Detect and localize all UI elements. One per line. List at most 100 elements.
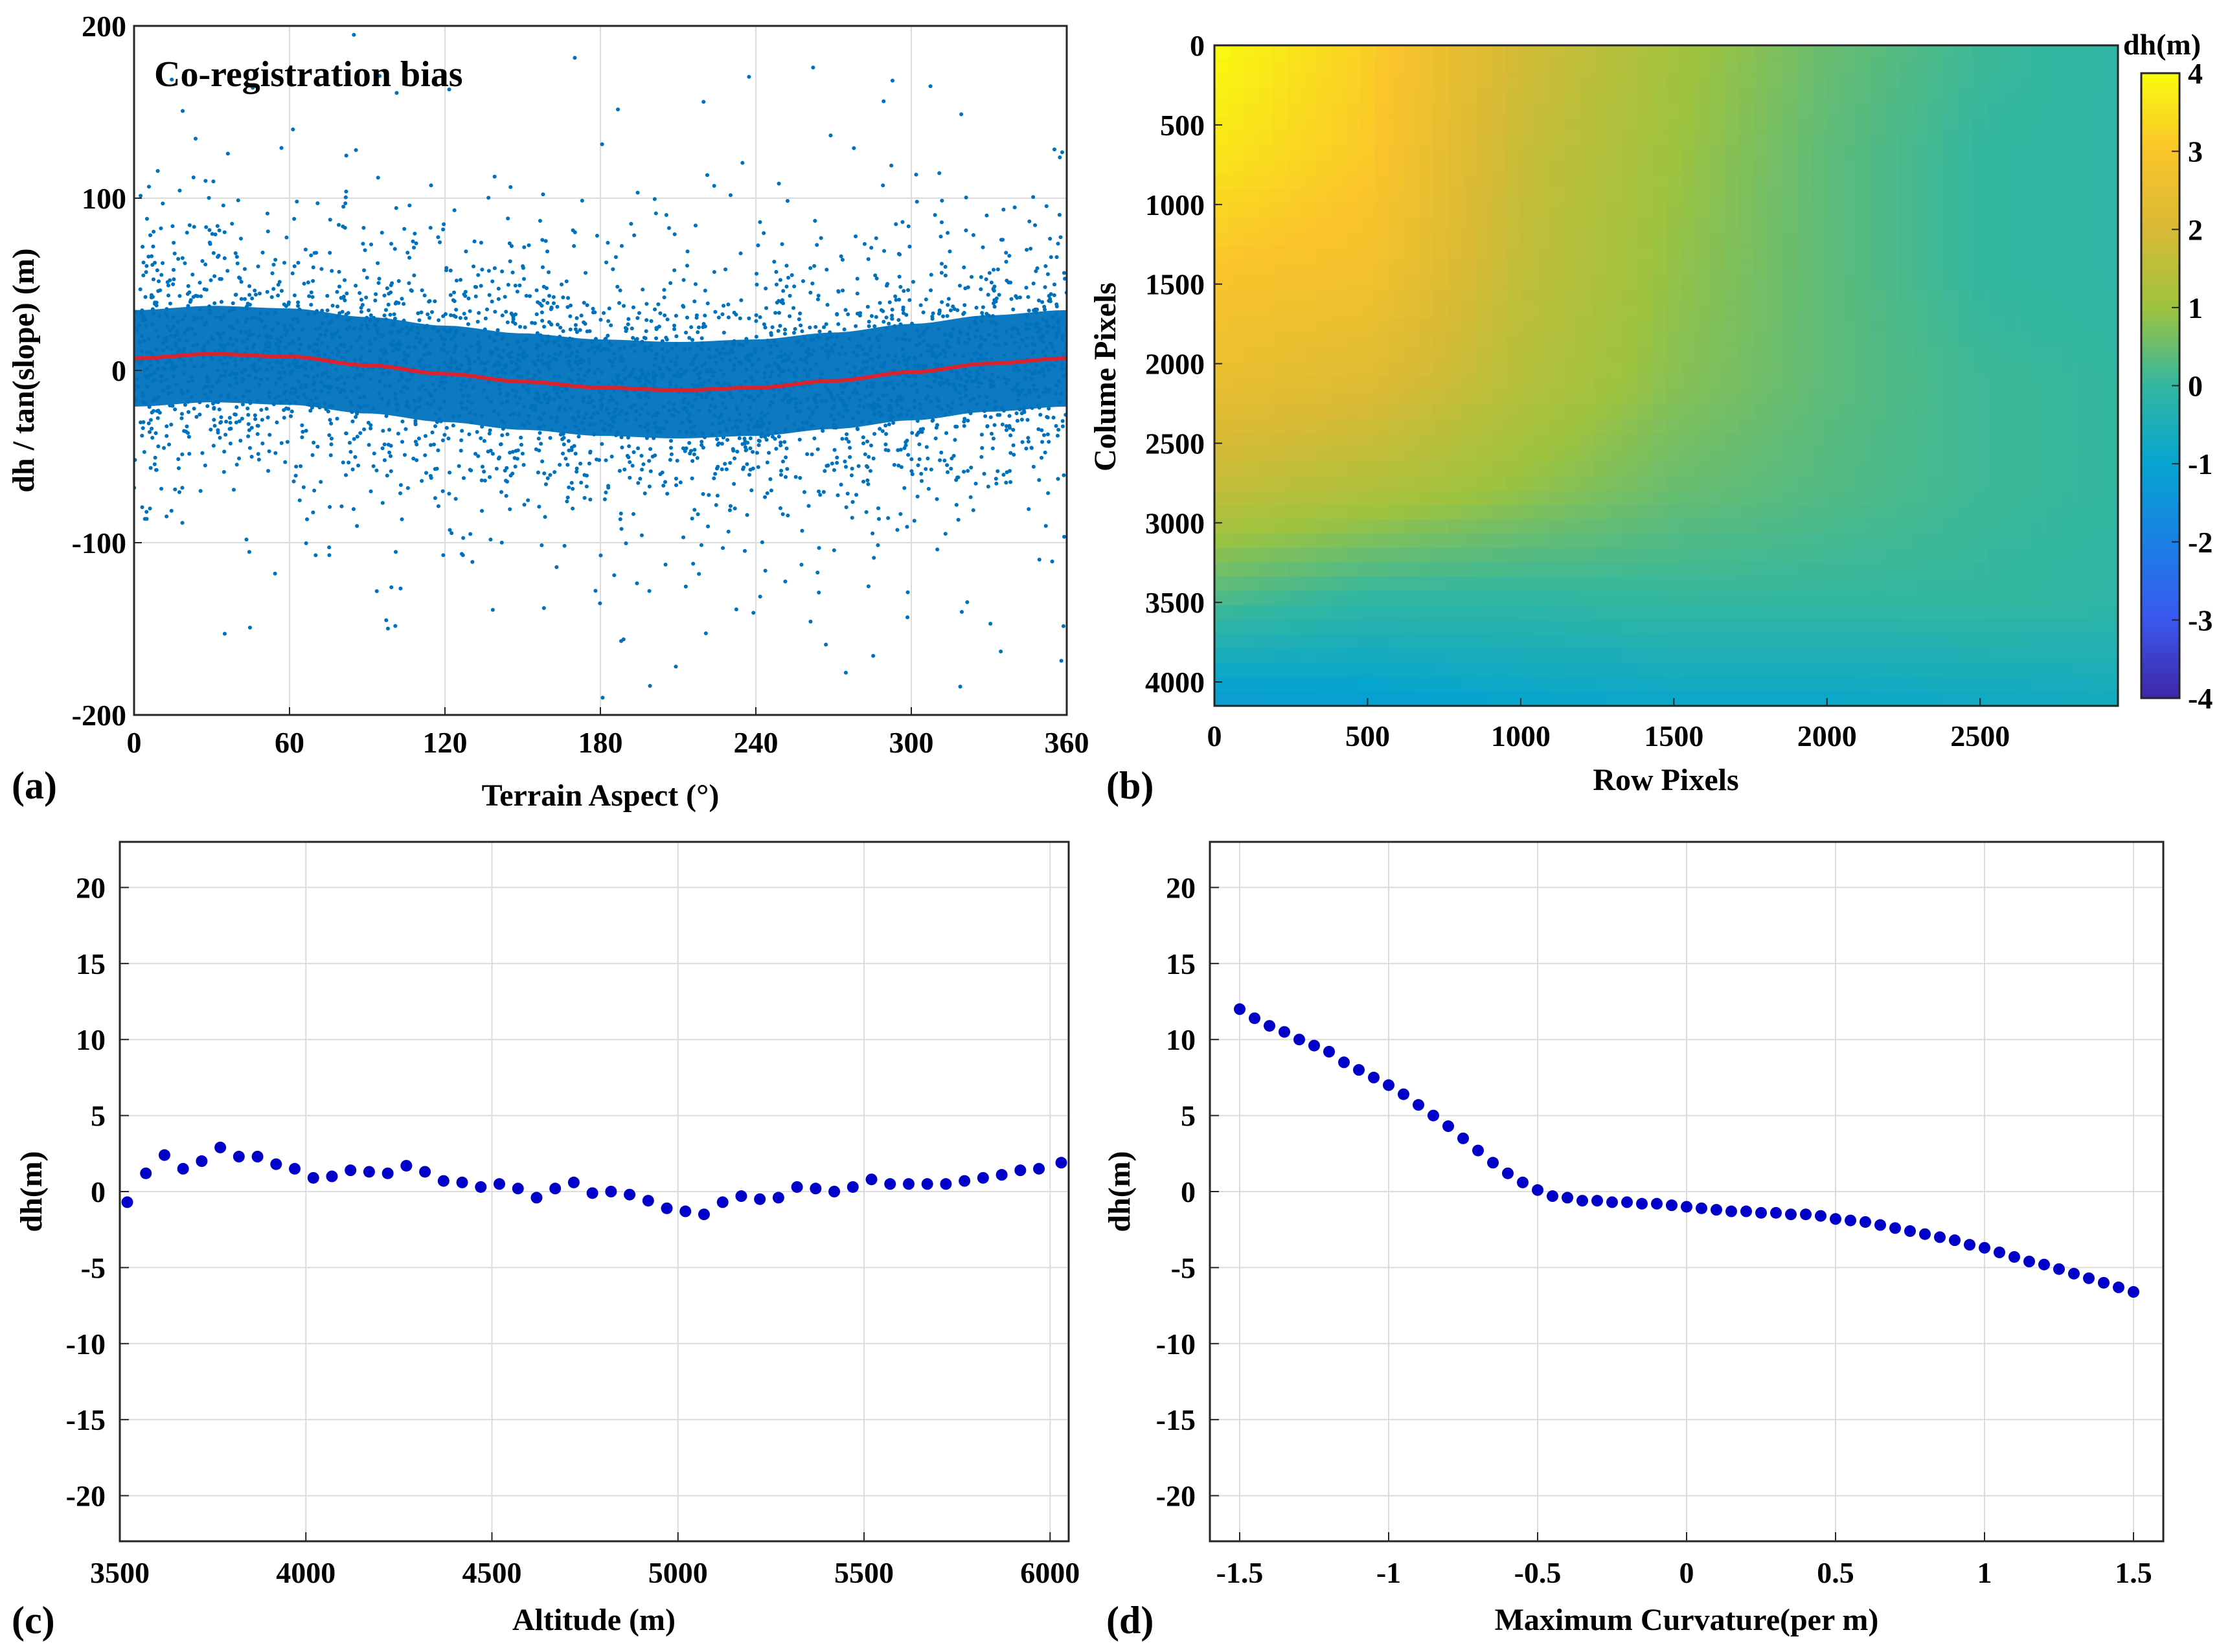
panel-b-heatmap-cell xyxy=(1841,519,1856,534)
panel-b-heatmap-cell xyxy=(1724,490,1740,506)
panel-b-heatmap-cell xyxy=(1608,146,1623,161)
panel-b-heatmap-cell xyxy=(1360,117,1376,132)
panel-b-heatmap-cell xyxy=(1520,218,1536,233)
panel-b-heatmap-cell xyxy=(1433,88,1448,104)
panel-b-heatmap-cell xyxy=(1331,490,1347,506)
panel-b-heatmap-cell xyxy=(1418,548,1434,563)
panel-b-heatmap-cell xyxy=(1666,462,1681,477)
panel-b-heatmap-cell xyxy=(1258,131,1273,147)
panel-b-heatmap-cell xyxy=(1812,304,1827,319)
panel-c-data-point xyxy=(921,1178,933,1190)
panel-b-heatmap-cell xyxy=(2001,404,2017,420)
panel-b-heatmap-cell xyxy=(1797,260,1813,276)
panel-b-heatmap-cell xyxy=(1564,576,1580,592)
panel-b-heatmap-cell xyxy=(1462,131,1477,147)
panel-b-heatmap-cell xyxy=(2001,634,2017,650)
panel-b-heatmap-cell xyxy=(1637,562,1652,578)
panel-b-heatmap-cell xyxy=(1273,519,1288,534)
panel-b-heatmap-cell xyxy=(1812,462,1827,477)
panel-b-heatmap-cell xyxy=(1258,74,1273,89)
panel-b-heatmap-cell xyxy=(1943,476,1959,492)
panel-b-heatmap-cell xyxy=(1885,160,1900,175)
panel-b-heatmap-cell xyxy=(1258,346,1273,362)
panel-b-heatmap-cell xyxy=(2031,218,2046,233)
panel-b-heatmap-cell xyxy=(1768,662,1784,678)
panel-b-heatmap-cell xyxy=(1520,160,1536,175)
panel-b-heatmap-cell xyxy=(1360,677,1376,692)
panel-b-heatmap-cell xyxy=(1753,648,1769,664)
panel-b-heatmap-cell xyxy=(1520,662,1536,678)
panel-b-heatmap-cell xyxy=(1928,576,1944,592)
panel-b-heatmap-cell xyxy=(1928,102,1944,118)
panel-b-heatmap-cell xyxy=(1564,304,1580,319)
panel-b-heatmap-cell xyxy=(1491,346,1507,362)
panel-b-heatmap-cell xyxy=(1302,376,1317,390)
panel-b-heatmap-cell xyxy=(2045,376,2060,390)
panel-b-heatmap-cell xyxy=(1506,591,1521,606)
panel-b-heatmap-cell xyxy=(1841,146,1856,161)
panel-b-heatmap-cell xyxy=(1287,504,1303,520)
panel-d-data-point xyxy=(2008,1250,2020,1263)
panel-b-heatmap-cell xyxy=(1345,619,1361,635)
panel-b-heatmap-cell xyxy=(1345,88,1361,104)
panel-b-heatmap-cell xyxy=(2060,232,2075,247)
panel-b-heatmap-cell xyxy=(1782,533,1798,549)
panel-d-x-ticks: -1.5 -1 -0.5 0 0.5 1 1.5 xyxy=(1216,1532,2152,1589)
panel-b-heatmap-cell xyxy=(1433,418,1448,434)
panel-b-heatmap-cell xyxy=(1477,605,1492,620)
panel-b-heatmap-cell xyxy=(1360,404,1376,420)
panel-b-heatmap-cell xyxy=(1637,45,1652,60)
panel-d-data-point xyxy=(1353,1064,1365,1076)
panel-b-heatmap-cell xyxy=(2060,203,2075,218)
panel-b-heatmap-cell xyxy=(1768,289,1784,304)
panel-a-label: (a) xyxy=(12,764,57,807)
panel-b-heatmap-cell xyxy=(1535,232,1551,247)
panel-b-heatmap-cell xyxy=(1316,318,1332,334)
panel-b-heatmap-cell xyxy=(1491,390,1507,405)
panel-b-heatmap-cell xyxy=(1914,433,1929,448)
panel-b-heatmap-cell xyxy=(1885,188,1900,204)
panel-b-heatmap-cell xyxy=(1885,404,1900,420)
panel-b-heatmap-cell xyxy=(1287,45,1303,60)
panel-b-heatmap-cell xyxy=(1477,476,1492,492)
panel-b-heatmap-cell xyxy=(1462,45,1477,60)
panel-b-heatmap-cell xyxy=(1782,404,1798,420)
panel-b-heatmap-cell xyxy=(1666,548,1681,563)
panel-b-heatmap-cell xyxy=(1404,160,1419,175)
panel-b-heatmap-cell xyxy=(1331,562,1347,578)
panel-b-heatmap-cell xyxy=(1797,504,1813,520)
panel-b-heatmap-cell xyxy=(1637,275,1652,290)
panel-b-heatmap-cell xyxy=(1856,519,1871,534)
panel-b-heatmap-cell xyxy=(1578,361,1594,376)
panel-b-heatmap-cell xyxy=(1535,74,1551,89)
panel-b-heatmap-cell xyxy=(1724,433,1740,448)
panel-b-heatmap-cell xyxy=(1608,476,1623,492)
panel-b-heatmap-cell xyxy=(1812,533,1827,549)
panel-b-heatmap-cell xyxy=(1244,74,1259,89)
panel-b-heatmap-cell xyxy=(2103,174,2119,190)
panel-b-heatmap-cell xyxy=(1506,447,1521,462)
panel-b-heatmap-cell xyxy=(1637,533,1652,549)
panel-b-heatmap-cell xyxy=(1258,605,1273,620)
panel-b-heatmap-cell xyxy=(1972,275,1988,290)
panel-b-x-tick-label: 2500 xyxy=(1950,719,2010,752)
panel-b-heatmap-cell xyxy=(1753,605,1769,620)
panel-b-heatmap-cell xyxy=(1986,504,2002,520)
panel-b-heatmap-cell xyxy=(1214,576,1230,592)
panel-b-heatmap-cell xyxy=(1302,548,1317,563)
panel-b-heatmap-cell xyxy=(1345,174,1361,190)
panel-b-heatmap-cell xyxy=(2031,662,2046,678)
panel-b-heatmap-cell xyxy=(1462,346,1477,362)
panel-b-heatmap-cell xyxy=(1360,605,1376,620)
panel-b-heatmap-cell xyxy=(1549,232,1565,247)
panel-b-heatmap-cell xyxy=(1622,160,1638,175)
panel-b-heatmap-cell xyxy=(1302,60,1317,75)
panel-b-heatmap-cell xyxy=(1724,648,1740,664)
panel-b-heatmap-cell xyxy=(1564,533,1580,549)
panel-b-heatmap-cell xyxy=(2089,576,2104,592)
panel-b-heatmap-cell xyxy=(1360,591,1376,606)
panel-b-heatmap-cell xyxy=(1477,318,1492,334)
panel-b-heatmap-cell xyxy=(1753,232,1769,247)
panel-b-heatmap-cell xyxy=(1418,404,1434,420)
panel-b-heatmap-cell xyxy=(1885,490,1900,506)
